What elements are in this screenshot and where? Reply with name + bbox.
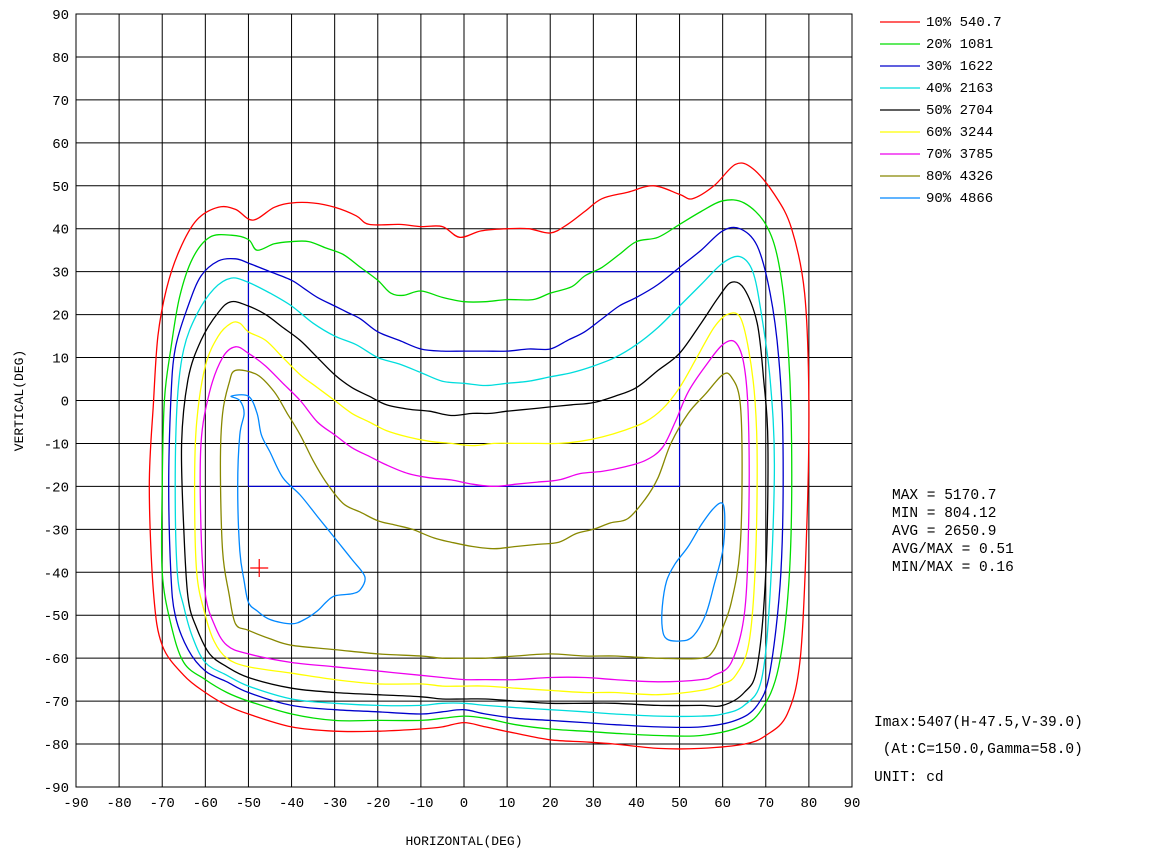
contour-line-4	[174, 255, 776, 718]
contour-line-10	[661, 502, 726, 642]
y-tick-label: 90	[52, 8, 69, 24]
stat-line: AVG/MAX = 0.51	[892, 542, 1014, 558]
y-tick-label: 10	[52, 352, 69, 368]
y-tick-label: 20	[52, 309, 69, 325]
note-line: UNIT: cd	[874, 770, 944, 786]
x-tick-label: 60	[714, 796, 731, 812]
x-tick-label: -90	[63, 796, 88, 812]
legend-entry: 50% 2704	[880, 103, 993, 119]
legend-entry: 60% 3244	[880, 125, 993, 141]
reference-rectangle	[247, 271, 681, 487]
contour-line-1	[148, 162, 810, 750]
y-tick-label: -80	[44, 738, 69, 754]
x-tick-label: 70	[757, 796, 774, 812]
y-tick-label: 40	[52, 223, 69, 239]
x-tick-label: 40	[628, 796, 645, 812]
x-tick-label: 80	[800, 796, 817, 812]
y-axis-label: VERTICAL(DEG)	[12, 350, 27, 451]
note-line: (At:C=150.0,Gamma=58.0)	[874, 742, 1083, 758]
legend-entry: 40% 2163	[880, 81, 993, 97]
y-tick-label: -90	[44, 781, 69, 797]
contour-line-5	[180, 281, 769, 708]
x-axis-label: HORIZONTAL(DEG)	[405, 834, 522, 849]
note-line: Imax:5407(H-47.5,V-39.0)	[874, 715, 1083, 731]
legend-entry: 10% 540.7	[880, 15, 1002, 31]
legend-label: 30% 1622	[926, 59, 993, 75]
y-tick-label: 30	[52, 266, 69, 282]
contour-line-2	[160, 199, 793, 737]
legend-label: 80% 4326	[926, 169, 993, 185]
stat-line: MIN/MAX = 0.16	[892, 560, 1014, 576]
plot-frame	[75, 13, 853, 788]
contour-line-3	[168, 226, 784, 729]
contour-line-7	[199, 339, 750, 683]
stat-line: MAX = 5170.7	[892, 488, 996, 504]
stats-panel: MAX = 5170.7 MIN = 804.12 AVG = 2650.9 AVG/…	[892, 488, 1014, 576]
y-tick-label: -70	[44, 695, 69, 711]
y-tick-label: -60	[44, 652, 69, 668]
legend: 10% 540.7 20% 1081 30% 1622 40% 2163 50% 270…	[880, 15, 1002, 207]
x-tick-label: -20	[365, 796, 390, 812]
imax-marker	[250, 558, 269, 577]
legend-entry: 30% 1622	[880, 59, 993, 75]
y-tick-label: -20	[44, 480, 69, 496]
legend-label: 10% 540.7	[926, 15, 1002, 31]
contour-line-6	[193, 312, 758, 696]
x-tick-label: 30	[585, 796, 602, 812]
legend-entry: 70% 3785	[880, 147, 993, 163]
contour-curves	[148, 162, 810, 750]
x-tick-label: -70	[150, 796, 175, 812]
x-tick-label: -40	[279, 796, 304, 812]
y-tick-label: 70	[52, 94, 69, 110]
contour-line-9	[230, 394, 366, 625]
notes-panel: Imax:5407(H-47.5,V-39.0) (At:C=150.0,Gam…	[874, 715, 1083, 786]
legend-label: 70% 3785	[926, 147, 993, 163]
stat-line: AVG = 2650.9	[892, 524, 996, 540]
x-tick-label: 50	[671, 796, 688, 812]
y-tick-label: 0	[61, 395, 69, 411]
legend-label: 40% 2163	[926, 81, 993, 97]
y-tick-label: -30	[44, 523, 69, 539]
x-tick-label: 90	[844, 796, 861, 812]
y-tick-label: -40	[44, 566, 69, 582]
x-tick-label: -50	[236, 796, 261, 812]
legend-label: 60% 3244	[926, 125, 993, 141]
y-tick-label: -50	[44, 609, 69, 625]
x-tick-label: 20	[542, 796, 559, 812]
x-tick-label: -30	[322, 796, 347, 812]
x-tick-labels: -90 -80 -70 -60 -50 -40 -30 -20 -10 0 10 20 30 40 50 60…	[63, 796, 860, 812]
x-tick-label: -10	[408, 796, 433, 812]
stat-line: MIN = 804.12	[892, 506, 996, 522]
legend-entry: 80% 4326	[880, 169, 993, 185]
x-tick-label: 0	[460, 796, 468, 812]
legend-entry: 90% 4866	[880, 191, 993, 207]
y-tick-label: -10	[44, 437, 69, 453]
y-tick-labels: -90 -80 -70 -60 -50 -40 -30 -20 -10 0 10 20 30 40 50 60…	[44, 8, 69, 797]
y-tick-label: 80	[52, 51, 69, 67]
legend-label: 50% 2704	[926, 103, 993, 119]
legend-label: 90% 4866	[926, 191, 993, 207]
legend-entry: 20% 1081	[880, 37, 993, 53]
y-tick-label: 50	[52, 180, 69, 196]
y-tick-label: 60	[52, 137, 69, 153]
x-tick-label: -80	[107, 796, 132, 812]
x-tick-label: -60	[193, 796, 218, 812]
contour-line-8	[219, 369, 743, 660]
x-tick-label: 10	[499, 796, 516, 812]
legend-label: 20% 1081	[926, 37, 993, 53]
